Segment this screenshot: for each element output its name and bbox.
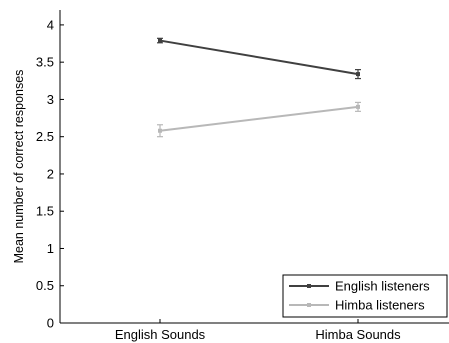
y-tick-label: 1 — [47, 241, 54, 256]
y-tick-label: 0.5 — [36, 278, 54, 293]
data-point — [356, 104, 360, 109]
series-0 — [157, 37, 361, 80]
y-tick-label: 1.5 — [36, 204, 54, 219]
legend-label: English listeners — [335, 279, 430, 294]
data-point — [356, 72, 360, 77]
plot-series — [157, 37, 361, 138]
y-tick-label: 2.5 — [36, 129, 54, 144]
legend-box — [282, 274, 448, 318]
x-tick-label: Himba Sounds — [315, 327, 401, 342]
y-axis-label: Mean number of correct responses — [12, 70, 26, 264]
legend-item: Himba listeners — [289, 298, 425, 313]
data-point — [158, 38, 162, 43]
y-tick-label: 2 — [47, 166, 54, 181]
y-tick-label: 0 — [47, 316, 54, 331]
y-tick-label: 3 — [47, 92, 54, 107]
series-line — [159, 39, 359, 76]
legend: English listeners Himba listeners — [282, 274, 448, 318]
axes: 0 0.5 1 1.5 2 2.5 3 3.5 4 English Sounds Himba Sou… — [12, 10, 449, 342]
legend-label: Himba listeners — [335, 298, 425, 313]
y-tick-label: 4 — [47, 17, 54, 32]
y-tick-label: 3.5 — [36, 55, 54, 70]
series-line — [159, 105, 359, 132]
legend-item: English listeners — [289, 279, 430, 294]
x-tick-label: English Sounds — [115, 327, 206, 342]
series-1 — [157, 101, 361, 138]
data-point — [158, 128, 162, 133]
